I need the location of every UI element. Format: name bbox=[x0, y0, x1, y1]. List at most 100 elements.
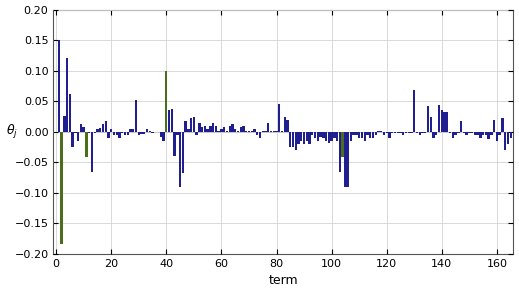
Bar bbox=[421, 132, 424, 133]
Bar bbox=[476, 132, 479, 135]
Bar bbox=[452, 132, 454, 138]
Bar bbox=[228, 126, 231, 132]
Bar bbox=[311, 132, 313, 135]
Bar bbox=[474, 132, 476, 135]
Bar bbox=[102, 124, 104, 132]
Bar bbox=[124, 132, 126, 135]
Bar bbox=[372, 132, 374, 138]
Bar bbox=[375, 132, 377, 135]
Bar bbox=[493, 120, 495, 132]
Bar bbox=[487, 132, 490, 139]
Bar bbox=[327, 132, 330, 143]
Bar bbox=[358, 132, 360, 138]
Bar bbox=[152, 132, 154, 133]
Bar bbox=[272, 131, 275, 132]
Bar bbox=[69, 94, 71, 132]
Bar bbox=[209, 126, 212, 132]
Bar bbox=[182, 132, 184, 173]
Bar bbox=[237, 131, 239, 132]
Bar bbox=[262, 131, 264, 132]
Bar bbox=[369, 132, 372, 138]
Bar bbox=[482, 132, 484, 135]
Bar bbox=[471, 132, 473, 133]
Bar bbox=[485, 132, 487, 135]
Bar bbox=[386, 132, 388, 133]
Bar bbox=[171, 109, 173, 132]
Bar bbox=[336, 132, 338, 141]
Bar bbox=[66, 58, 69, 132]
Bar bbox=[187, 129, 189, 132]
Bar bbox=[361, 132, 363, 138]
Bar bbox=[446, 112, 448, 132]
Bar bbox=[259, 132, 261, 138]
Bar bbox=[63, 116, 65, 132]
Bar bbox=[160, 132, 162, 137]
Bar bbox=[339, 132, 341, 171]
Bar bbox=[411, 132, 413, 133]
Bar bbox=[462, 132, 465, 133]
Bar bbox=[212, 123, 214, 132]
Bar bbox=[179, 132, 181, 187]
Bar bbox=[289, 132, 292, 147]
Bar bbox=[366, 132, 368, 135]
Bar bbox=[198, 123, 200, 132]
Bar bbox=[60, 132, 63, 244]
Bar bbox=[107, 132, 110, 138]
Bar bbox=[190, 118, 192, 132]
Bar bbox=[278, 104, 280, 132]
Bar bbox=[498, 132, 501, 135]
Bar bbox=[127, 132, 129, 135]
Bar bbox=[256, 132, 258, 135]
Bar bbox=[501, 118, 503, 132]
Bar bbox=[377, 131, 379, 132]
Bar bbox=[113, 132, 115, 135]
Bar bbox=[88, 132, 90, 133]
Bar bbox=[276, 131, 278, 132]
Bar bbox=[143, 132, 145, 134]
Bar bbox=[72, 132, 74, 147]
Bar bbox=[96, 129, 99, 132]
Bar bbox=[116, 132, 118, 135]
Bar bbox=[427, 106, 429, 132]
Bar bbox=[331, 132, 333, 141]
Bar bbox=[251, 131, 253, 132]
Bar bbox=[490, 132, 493, 135]
Bar bbox=[132, 129, 134, 132]
Bar bbox=[245, 131, 248, 132]
Bar bbox=[303, 132, 305, 144]
Bar bbox=[333, 132, 336, 138]
Bar bbox=[391, 132, 393, 133]
Bar bbox=[217, 131, 220, 132]
Bar bbox=[388, 132, 391, 138]
Bar bbox=[405, 132, 407, 133]
Bar bbox=[430, 117, 432, 132]
Bar bbox=[234, 129, 236, 132]
Bar bbox=[93, 132, 96, 133]
Bar bbox=[355, 132, 358, 135]
Bar bbox=[479, 132, 482, 138]
Bar bbox=[204, 126, 206, 132]
Bar bbox=[165, 71, 168, 132]
Bar bbox=[455, 132, 457, 135]
Bar bbox=[74, 132, 77, 133]
Bar bbox=[510, 132, 512, 138]
Bar bbox=[264, 131, 267, 132]
Bar bbox=[342, 132, 344, 157]
Bar bbox=[322, 132, 324, 138]
Bar bbox=[413, 90, 415, 132]
Bar bbox=[402, 132, 404, 135]
Bar bbox=[507, 132, 509, 144]
Bar bbox=[281, 131, 283, 132]
Bar bbox=[352, 132, 355, 135]
Bar bbox=[419, 132, 421, 135]
Bar bbox=[306, 132, 308, 141]
Bar bbox=[121, 132, 124, 133]
Bar bbox=[300, 132, 303, 141]
Bar bbox=[148, 131, 151, 132]
Bar bbox=[91, 132, 93, 171]
Bar bbox=[104, 121, 107, 132]
Bar bbox=[432, 132, 435, 138]
Bar bbox=[184, 121, 187, 132]
Bar bbox=[226, 131, 228, 132]
Bar bbox=[231, 125, 234, 132]
